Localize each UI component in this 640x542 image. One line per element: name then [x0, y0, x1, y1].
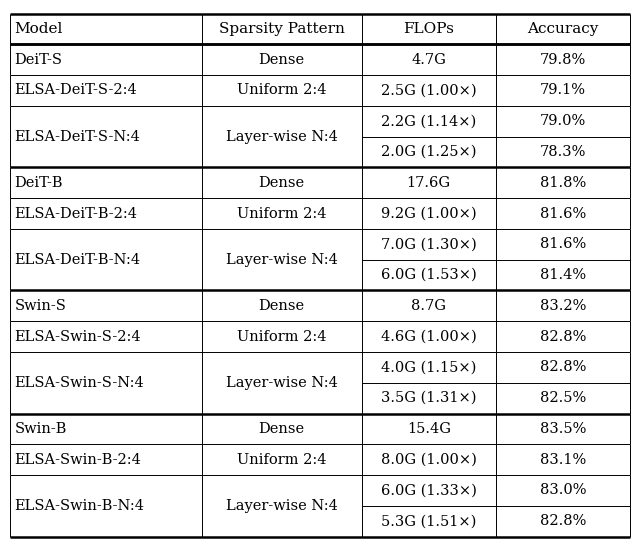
Text: Dense: Dense	[259, 176, 305, 190]
Text: 17.6G: 17.6G	[407, 176, 451, 190]
Text: 81.6%: 81.6%	[540, 237, 586, 251]
Text: 4.7G: 4.7G	[412, 53, 446, 67]
Text: ELSA-Swin-B-N:4: ELSA-Swin-B-N:4	[15, 499, 145, 513]
Text: 79.1%: 79.1%	[540, 83, 586, 98]
Text: 82.8%: 82.8%	[540, 514, 586, 528]
Text: 78.3%: 78.3%	[540, 145, 586, 159]
Text: 83.5%: 83.5%	[540, 422, 586, 436]
Text: Model: Model	[15, 22, 63, 36]
Text: 2.0G (1.25×): 2.0G (1.25×)	[381, 145, 477, 159]
Text: 81.8%: 81.8%	[540, 176, 586, 190]
Text: Uniform 2:4: Uniform 2:4	[237, 207, 326, 221]
Text: DeiT-B: DeiT-B	[15, 176, 63, 190]
Text: 9.2G (1.00×): 9.2G (1.00×)	[381, 207, 477, 221]
Text: ELSA-DeiT-B-2:4: ELSA-DeiT-B-2:4	[15, 207, 138, 221]
Text: 79.0%: 79.0%	[540, 114, 586, 128]
Text: 82.8%: 82.8%	[540, 330, 586, 344]
Text: 6.0G (1.33×): 6.0G (1.33×)	[381, 483, 477, 498]
Text: 81.6%: 81.6%	[540, 207, 586, 221]
Text: 83.2%: 83.2%	[540, 299, 586, 313]
Text: 4.6G (1.00×): 4.6G (1.00×)	[381, 330, 477, 344]
Text: 4.0G (1.15×): 4.0G (1.15×)	[381, 360, 477, 375]
Text: 83.1%: 83.1%	[540, 453, 586, 467]
Text: Uniform 2:4: Uniform 2:4	[237, 83, 326, 98]
Text: Uniform 2:4: Uniform 2:4	[237, 330, 326, 344]
Text: 81.4%: 81.4%	[540, 268, 586, 282]
Text: Dense: Dense	[259, 422, 305, 436]
Text: Layer-wise N:4: Layer-wise N:4	[226, 376, 337, 390]
Text: 2.5G (1.00×): 2.5G (1.00×)	[381, 83, 477, 98]
Text: ELSA-Swin-B-2:4: ELSA-Swin-B-2:4	[15, 453, 141, 467]
Text: Layer-wise N:4: Layer-wise N:4	[226, 130, 337, 144]
Text: 5.3G (1.51×): 5.3G (1.51×)	[381, 514, 477, 528]
Text: 3.5G (1.31×): 3.5G (1.31×)	[381, 391, 477, 405]
Text: 82.5%: 82.5%	[540, 391, 586, 405]
Text: 2.2G (1.14×): 2.2G (1.14×)	[381, 114, 476, 128]
Text: 83.0%: 83.0%	[540, 483, 586, 498]
Text: DeiT-S: DeiT-S	[15, 53, 63, 67]
Text: Layer-wise N:4: Layer-wise N:4	[226, 499, 337, 513]
Text: Layer-wise N:4: Layer-wise N:4	[226, 253, 337, 267]
Text: ELSA-DeiT-S-N:4: ELSA-DeiT-S-N:4	[15, 130, 141, 144]
Text: ELSA-Swin-S-N:4: ELSA-Swin-S-N:4	[15, 376, 145, 390]
Text: 8.0G (1.00×): 8.0G (1.00×)	[381, 453, 477, 467]
Text: ELSA-Swin-S-2:4: ELSA-Swin-S-2:4	[15, 330, 141, 344]
Text: FLOPs: FLOPs	[403, 22, 454, 36]
Text: Accuracy: Accuracy	[527, 22, 599, 36]
Text: 6.0G (1.53×): 6.0G (1.53×)	[381, 268, 477, 282]
Text: 79.8%: 79.8%	[540, 53, 586, 67]
Text: 82.8%: 82.8%	[540, 360, 586, 375]
Text: 15.4G: 15.4G	[407, 422, 451, 436]
Text: Dense: Dense	[259, 53, 305, 67]
Text: Uniform 2:4: Uniform 2:4	[237, 453, 326, 467]
Text: Dense: Dense	[259, 299, 305, 313]
Text: Swin-B: Swin-B	[15, 422, 67, 436]
Text: ELSA-DeiT-S-2:4: ELSA-DeiT-S-2:4	[15, 83, 138, 98]
Text: ELSA-DeiT-B-N:4: ELSA-DeiT-B-N:4	[15, 253, 141, 267]
Text: 8.7G: 8.7G	[412, 299, 446, 313]
Text: 7.0G (1.30×): 7.0G (1.30×)	[381, 237, 477, 251]
Text: Swin-S: Swin-S	[15, 299, 67, 313]
Text: Sparsity Pattern: Sparsity Pattern	[219, 22, 344, 36]
